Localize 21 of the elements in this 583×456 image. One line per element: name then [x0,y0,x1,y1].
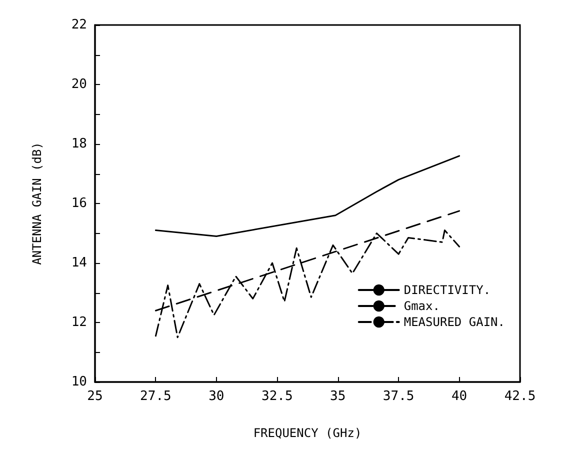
x-tick-label: 30 [208,389,224,404]
x-tick-label: 27.5 [140,389,172,404]
y-tick-label: 10 [71,374,87,390]
line-series [154,155,460,237]
y-tick-label: 12 [71,315,87,330]
legend-label: MEASURED GAIN. [404,315,506,329]
x-axis-title: FREQUENCY (GHz) [253,426,362,440]
y-tick-label: 22 [71,18,87,32]
x-tick-label: 35 [330,389,346,404]
x-tick-label: 42.5 [504,389,536,404]
x-tick-label: 37.5 [382,389,414,404]
legend-label: DIRECTIVITY. [404,283,491,297]
legend-label: Gmax. [404,299,440,313]
y-tick-label: 18 [71,136,87,152]
y-tick-label: 14 [71,256,88,270]
y-tick-label: 16 [71,196,87,211]
x-tick-label: 40 [451,389,468,404]
y-tick-label: 20 [71,77,87,92]
x-tick-label: 25 [87,389,103,404]
y-axis-title: ANTENNA GAIN (dB) [30,142,44,265]
x-tick-label: 32.5 [261,389,293,404]
